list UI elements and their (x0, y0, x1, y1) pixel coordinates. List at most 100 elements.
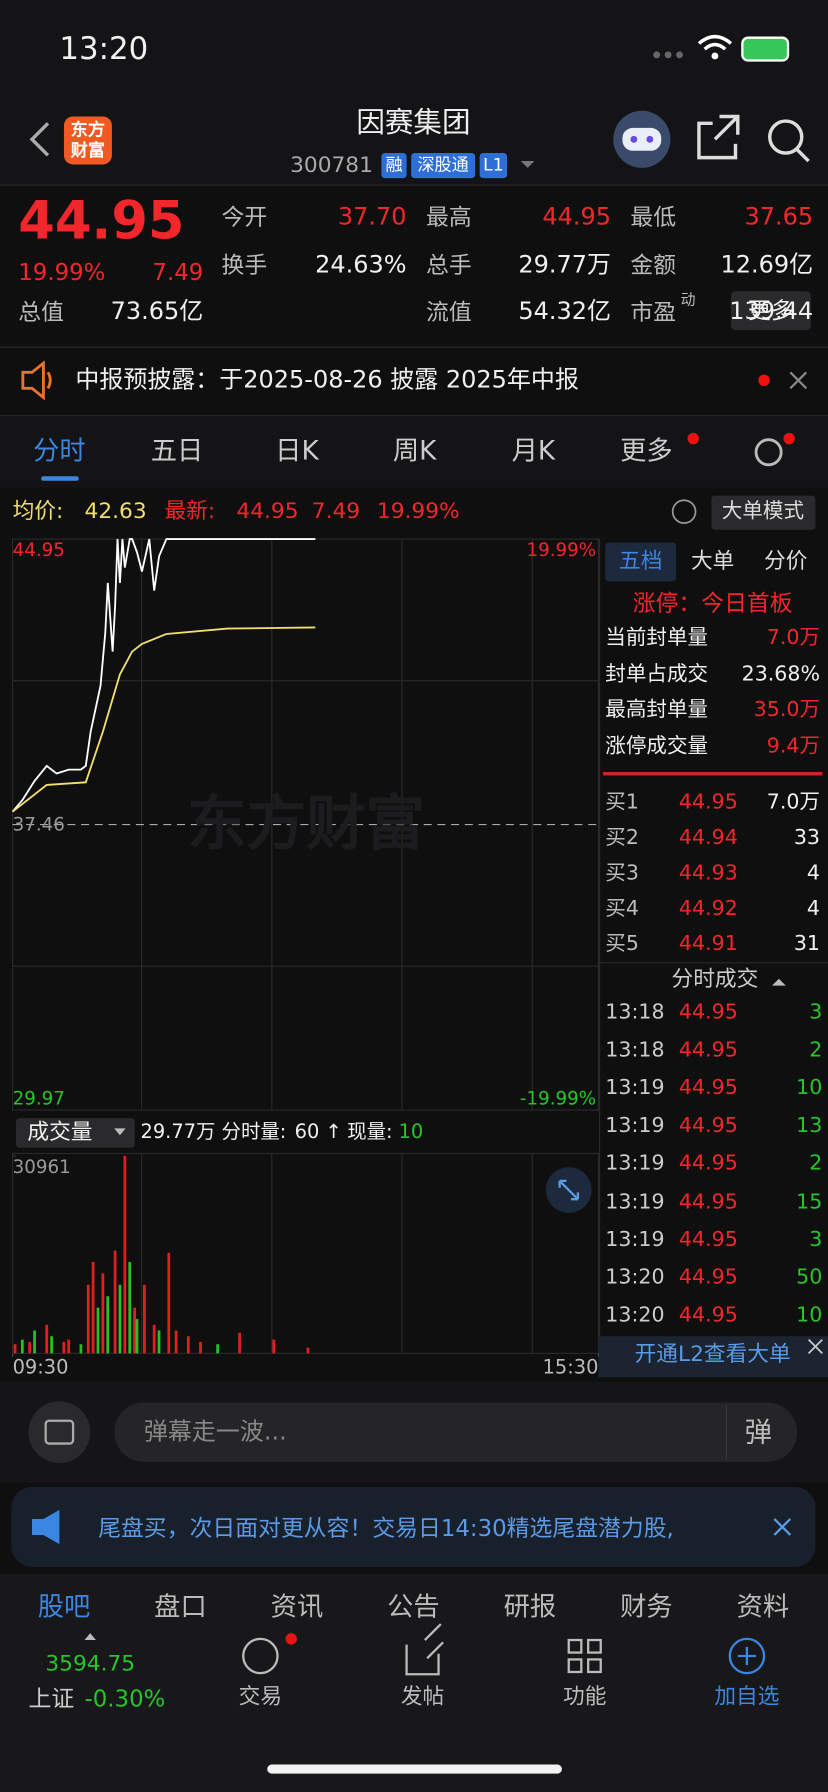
l2-promo: 开通L2查看大单 (634, 1341, 791, 1367)
label: 现量: (347, 1120, 393, 1144)
change: 7.49 (152, 258, 204, 286)
bid-label: 买3 (605, 861, 639, 886)
section-tab: 股吧 (37, 1592, 91, 1623)
info-value: 42.63 (84, 498, 147, 524)
trade-volume: 10 (796, 1076, 823, 1101)
selector-bg[interactable] (15, 1118, 135, 1148)
x-tick-label: 09:30 (12, 1356, 69, 1380)
trade-price: 44.95 (678, 1302, 738, 1327)
label: 分时量: (221, 1120, 287, 1144)
bid-price: 44.95 (678, 790, 738, 815)
more-button[interactable] (730, 291, 811, 331)
panel-tab: 大单 (690, 548, 735, 574)
home-indicator (267, 1764, 562, 1774)
stock-name: 因赛集团 (356, 105, 471, 139)
section-tab: 资讯 (270, 1592, 324, 1623)
info-value: 19.99% (376, 498, 460, 524)
search-icon[interactable] (768, 119, 804, 155)
tab: 周K (392, 436, 437, 467)
volume-bar (79, 1344, 83, 1354)
volume-selector: 成交量 (27, 1119, 93, 1145)
seal-value: 35.0万 (753, 697, 821, 722)
bid-volume: 4 (806, 896, 821, 921)
panel-tab: 分价 (764, 548, 808, 574)
tab: 更多 (620, 436, 673, 467)
volume-bar (186, 1336, 190, 1354)
trade-volume: 3 (809, 1227, 823, 1252)
volume-bar (135, 1319, 139, 1354)
badge-bg (411, 153, 476, 179)
trade-price: 44.95 (678, 1189, 738, 1214)
volume-bar (143, 1284, 146, 1354)
dot (758, 374, 770, 387)
seal-label: 涨停成交量 (605, 733, 709, 758)
section-tab: 财务 (620, 1592, 673, 1623)
stat-label: 总值 (18, 298, 64, 326)
share-icon[interactable] (697, 114, 740, 160)
trade-price: 44.95 (678, 1076, 738, 1101)
layout-lines (0, 184, 828, 1377)
volume-bar (50, 1336, 53, 1354)
badge: L1 (483, 154, 504, 176)
nav-item: 交易 (238, 1683, 283, 1710)
tab-indicator (41, 476, 79, 481)
trade-time: 13:18 (605, 1038, 665, 1063)
banner-bg[interactable] (11, 1486, 816, 1567)
info-value: 44.95 (236, 498, 299, 524)
y-tick-label: 30961 (12, 1155, 71, 1178)
comment-button: 弹 (744, 1416, 773, 1449)
more-button: 更多 (748, 296, 794, 325)
section-tab: 研报 (503, 1592, 557, 1623)
comment-icon[interactable] (28, 1401, 91, 1463)
banner-text: 尾盘买，次日面对更从容！交易日14:30精选尾盘潜力股, (98, 1514, 674, 1542)
tab: 五日 (150, 436, 204, 467)
value: 60 ↑ (294, 1120, 342, 1144)
add-icon (737, 1646, 757, 1666)
trade-icon[interactable] (242, 1637, 279, 1675)
stock-code: 300781 (290, 152, 373, 178)
wifi (711, 52, 719, 60)
stat-label: 金额 (630, 251, 677, 279)
stat-label: 流值 (425, 298, 472, 326)
stat-value: 139.44 (729, 297, 814, 325)
stat-label: 市盈 (630, 298, 677, 326)
robot (622, 127, 662, 151)
stat-value: 24.63% (315, 250, 407, 279)
bid-volume: 33 (793, 825, 821, 850)
volume-bar (67, 1339, 71, 1354)
nav-item: 功能 (563, 1683, 607, 1710)
stat-value: 12.69亿 (720, 250, 814, 279)
section-tab: 公告 (387, 1592, 440, 1623)
battery (741, 36, 790, 62)
index-name: 上证 (28, 1684, 75, 1712)
price-line (11, 538, 316, 813)
seal-label: 封单占成交 (605, 661, 709, 686)
close-icon[interactable] (789, 371, 808, 390)
dropdown[interactable] (520, 161, 535, 168)
close-icon[interactable] (807, 1339, 823, 1354)
volume-bar (86, 1284, 90, 1354)
back-button[interactable] (29, 122, 50, 157)
volume-bar (174, 1330, 178, 1354)
function-icon[interactable] (567, 1638, 602, 1674)
stat-value: 73.65亿 (110, 297, 204, 325)
y-tick-label: 37.46 (12, 813, 65, 835)
seal-label: 当前封单量 (605, 625, 709, 650)
bid-price: 44.94 (678, 825, 738, 850)
settings-icon[interactable] (754, 438, 783, 467)
bid-label: 买1 (605, 790, 639, 815)
help-icon[interactable] (671, 499, 697, 524)
expand-icon (558, 1179, 580, 1201)
bid-volume: 4 (806, 861, 821, 886)
add-icon[interactable] (728, 1637, 766, 1675)
volume-bar (199, 1341, 202, 1354)
close-icon[interactable] (773, 1518, 792, 1536)
comment-input[interactable] (114, 1402, 798, 1462)
robot-eye (630, 135, 638, 143)
mode-button[interactable] (711, 495, 816, 530)
trade-price: 44.95 (678, 1113, 738, 1138)
post-icon[interactable] (405, 1623, 444, 1676)
panel-tab: 五档 (618, 548, 663, 574)
volume-bar (118, 1284, 122, 1354)
